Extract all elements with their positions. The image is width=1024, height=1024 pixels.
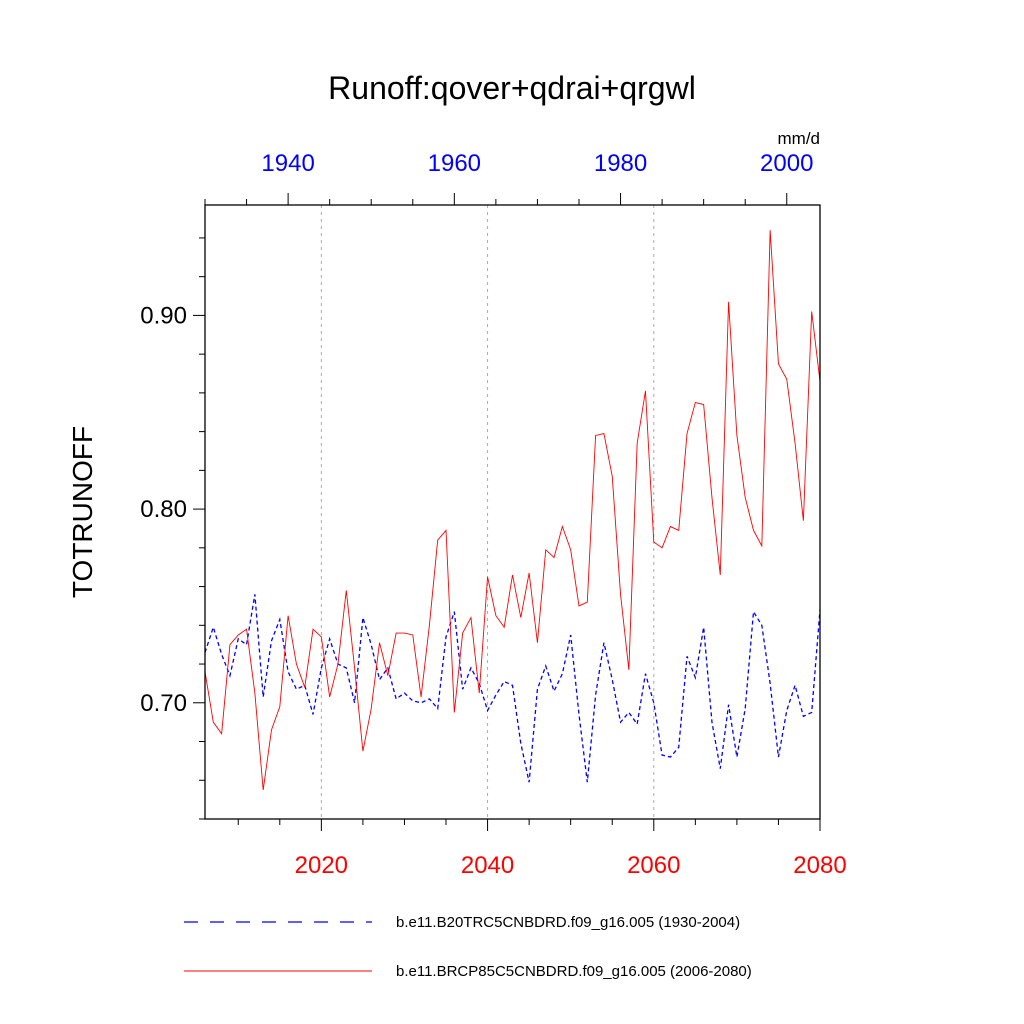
series-layer: [204, 230, 821, 791]
units-label: mm/d: [778, 129, 821, 148]
series-line-0: [204, 594, 821, 783]
top-tick-label-2: 1980: [594, 150, 647, 177]
plot-frame: [204, 204, 821, 820]
chart-title: Runoff:qover+qdrai+qrgwl: [328, 70, 696, 106]
bottom-tick-label-1: 2040: [461, 852, 514, 879]
axes-layer: 0.70 0.80 0.90 2020 2040 2060 2080 1940 1960 1980…: [140, 150, 846, 879]
legend-label-0: b.e11.B20TRC5CNBDRD.f09_g16.005 (1930-20…: [396, 914, 740, 931]
top-tick-label-3: 2000: [760, 150, 813, 177]
top-tick-label-1: 1960: [428, 150, 481, 177]
legend-label-1: b.e11.BRCP85C5CNBDRD.f09_g16.005 (2006-2…: [396, 963, 752, 980]
vertical-gridlines: [320, 205, 655, 819]
y-tick-label-2: 0.90: [140, 302, 187, 329]
bottom-tick-label-2: 2060: [627, 852, 680, 879]
y-tick-label-0: 0.70: [140, 690, 187, 717]
legend: b.e11.B20TRC5CNBDRD.f09_g16.005 (1930-20…: [184, 914, 752, 980]
bottom-tick-label-0: 2020: [295, 852, 348, 879]
bottom-tick-label-3: 2080: [793, 852, 846, 879]
series-line-1: [204, 230, 821, 791]
y-axis-label: TOTRUNOFF: [67, 426, 98, 598]
top-tick-label-0: 1940: [261, 150, 314, 177]
y-tick-label-1: 0.80: [140, 496, 187, 523]
